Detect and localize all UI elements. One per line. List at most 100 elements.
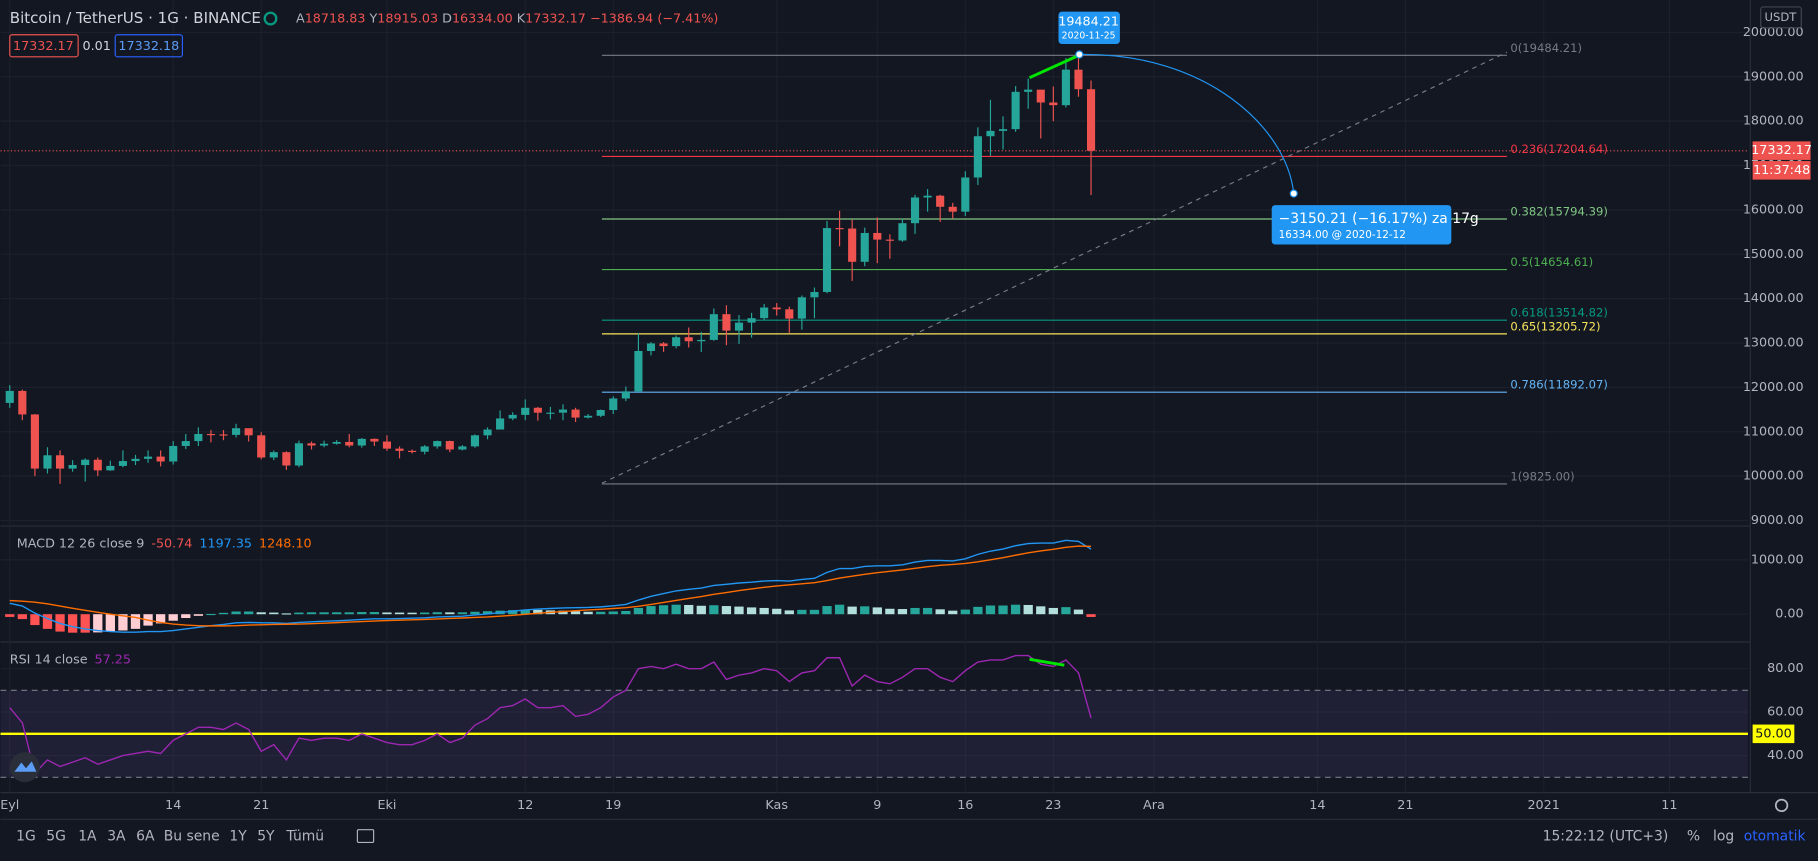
symbol-title: Bitcoin / TetherUS · 1G · BINANCE (10, 9, 261, 27)
y-tick-label: 12000.00 (1743, 380, 1804, 395)
candle-body (433, 441, 442, 447)
candle-body (646, 343, 656, 351)
candle-body (659, 343, 668, 347)
fib-label: 0.618(13514.82) (1510, 306, 1607, 320)
range-button[interactable]: 1G (16, 829, 36, 845)
measure-change: −3150.21 (−16.17%) za 17g (1279, 211, 1479, 227)
x-tick-label: 9 (873, 798, 881, 813)
candle-body (1036, 89, 1045, 103)
percent-toggle[interactable]: % (1687, 829, 1700, 845)
macd-histogram-bar (797, 609, 807, 615)
ohlc-key: A (296, 11, 305, 26)
macd-histogram-bar (30, 614, 40, 626)
candle-body (169, 445, 178, 462)
macd-histogram-bar (344, 612, 354, 615)
y-tick-label: 20000.00 (1743, 25, 1804, 40)
candle-body (797, 297, 806, 319)
macd-histogram-bar (80, 614, 90, 633)
macd-histogram-bar (1023, 604, 1033, 615)
macd-histogram-bar (985, 605, 996, 615)
macd-histogram-bar (872, 607, 882, 615)
macd-histogram-bar (646, 606, 656, 615)
macd-histogram-bar (608, 611, 618, 615)
candle-body (558, 409, 568, 413)
range-button[interactable]: 1Y (229, 829, 247, 845)
range-button[interactable]: 5G (46, 829, 66, 845)
legend-part: 57.25 (95, 652, 131, 667)
x-tick-label: Eki (377, 798, 396, 813)
ask-box[interactable] (114, 34, 184, 58)
currency-box[interactable] (1760, 6, 1802, 29)
bid-box[interactable] (9, 34, 79, 58)
ohlc-value: 18718.83 (305, 11, 366, 26)
indicator-legend: MACD 12 26 close 9 -50.74 1197.35 1248.10 (17, 536, 312, 551)
legend-part: MACD 12 26 close 9 (17, 536, 145, 551)
macd-histogram-bar (332, 612, 342, 615)
range-button[interactable]: 3A (107, 829, 126, 845)
macd-histogram-bar (269, 612, 279, 615)
range-button[interactable]: 1A (78, 829, 97, 845)
candle-body (571, 409, 580, 418)
macd-histogram-bar (558, 610, 568, 615)
candle-body (1086, 89, 1096, 151)
candle-body (986, 130, 995, 137)
candle-body (634, 350, 643, 392)
settings[interactable] (1774, 798, 1789, 813)
macd-histogram-bar (621, 610, 631, 615)
macd-histogram-bar (960, 609, 970, 615)
legend-part: 1197.35 (199, 536, 252, 551)
candle-body (43, 455, 52, 469)
macd-histogram-bar (860, 606, 870, 615)
rsi-line (9, 654, 1092, 775)
macd-histogram-bar (520, 609, 530, 615)
macd-histogram-bar (231, 611, 241, 615)
candle-body (584, 415, 593, 418)
y-tick-label: 10000.00 (1743, 469, 1804, 484)
macd-histogram-bar (17, 614, 27, 620)
range-button[interactable]: 5Y (257, 829, 275, 845)
macd-histogram-bar (734, 606, 744, 615)
range-button[interactable]: Bu sene (164, 829, 220, 845)
macd-histogram-bar (168, 614, 178, 621)
plot-layer: Eyl 14 21 Eki 12 19 Kas 9 16 23 Ara 14 21 2021 11 20000… (0, 24, 1804, 813)
macd-histogram-bar (935, 609, 945, 615)
macd-histogram-bar (922, 607, 933, 615)
candle-body (961, 177, 970, 212)
candle-body (684, 337, 693, 342)
logo-mark (14, 761, 37, 772)
candle-body (445, 441, 454, 450)
auto-toggle[interactable]: otomatik (1744, 829, 1806, 845)
candle-body (420, 446, 429, 452)
candle-body (257, 435, 266, 458)
log-toggle[interactable]: log (1713, 829, 1734, 845)
candle-body (508, 414, 517, 419)
range-button[interactable]: 6A (136, 829, 155, 845)
macd-histogram-bar (445, 612, 455, 615)
x-tick-label: Kas (765, 798, 788, 813)
macd-histogram-bar (470, 611, 480, 615)
y-tick-label: 14000.00 (1743, 291, 1804, 306)
macd-histogram-bar (1073, 609, 1084, 615)
candle-body (106, 465, 115, 471)
macd-histogram-bar (1010, 604, 1021, 615)
macd-histogram-bar (1086, 614, 1096, 617)
candle-body (873, 232, 882, 240)
indicator-legend: RSI 14 close 57.25 (10, 652, 131, 667)
macd-histogram-bar (998, 605, 1008, 615)
candle-body (345, 441, 354, 446)
candle-body (68, 465, 77, 469)
macd-histogram-bar (256, 612, 266, 615)
candle-body (609, 398, 618, 411)
candle-body (232, 428, 241, 435)
price-label: 17332.17 (1751, 143, 1812, 158)
candle-body (1011, 91, 1020, 130)
macd-histogram-bar (671, 604, 681, 615)
y-tick-label: 11000.00 (1743, 424, 1804, 439)
market-status (263, 11, 278, 26)
candle-body (948, 206, 957, 212)
y-tick-label: 0.00 (1775, 607, 1803, 622)
candle-body (307, 443, 316, 446)
range-button[interactable]: Tümü (285, 829, 324, 845)
date-range-icon[interactable] (356, 829, 375, 844)
